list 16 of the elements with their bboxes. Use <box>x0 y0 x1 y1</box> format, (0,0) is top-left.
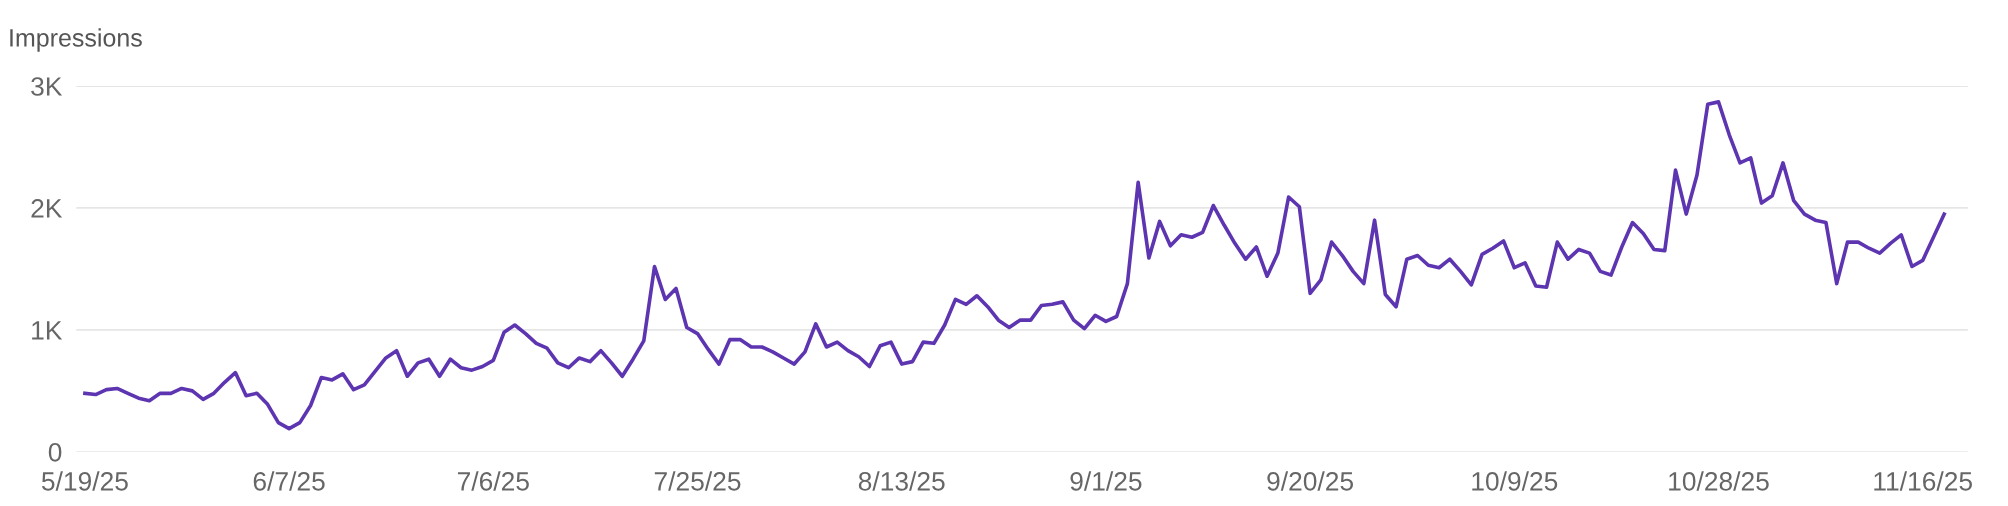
x-tick-label: 11/16/25 <box>1874 471 1972 491</box>
line-series <box>83 100 1947 431</box>
y-tick-label: 2K <box>31 199 63 218</box>
x-tick-label: 10/9/25 <box>1472 471 1558 491</box>
x-tick-label: 9/1/25 <box>1070 471 1142 491</box>
x-tick-label: 6/7/25 <box>253 471 325 491</box>
y-tick-label: 0 <box>48 442 62 462</box>
x-tick-label: 8/13/25 <box>858 471 945 491</box>
y-tick-label: 3K <box>31 77 63 96</box>
x-tick-label: 10/28/25 <box>1669 471 1769 491</box>
y-tick-label: 1K <box>32 321 63 340</box>
y-axis-title: Impressions <box>10 28 142 52</box>
x-tick-label: 9/20/25 <box>1267 471 1354 491</box>
x-tick-label: 5/19/25 <box>41 471 128 491</box>
x-tick-label: 7/25/25 <box>654 471 741 491</box>
x-tick-label: 7/6/25 <box>457 471 529 491</box>
